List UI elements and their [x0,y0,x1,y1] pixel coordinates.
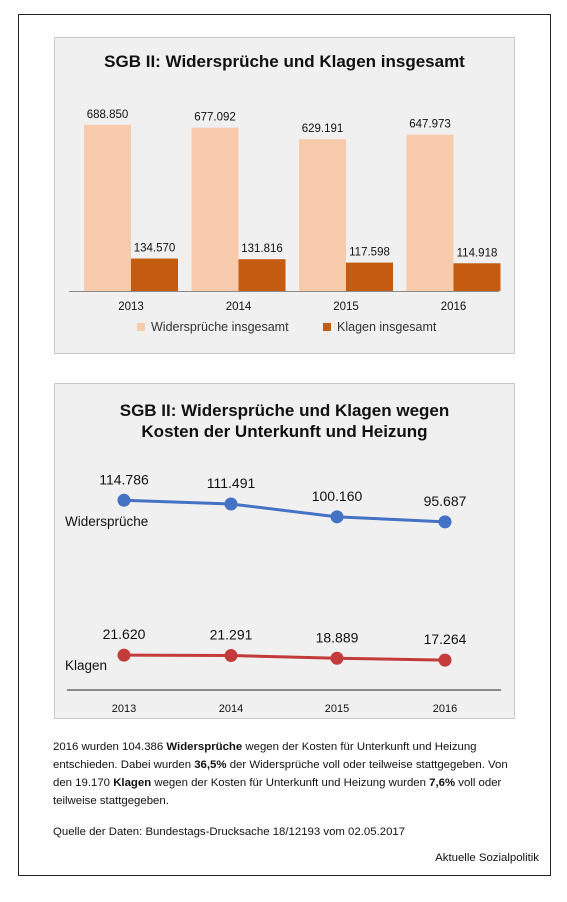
series-line-klagen [123,653,446,662]
source-note: Quelle der Daten: Bundestags-Drucksache … [53,826,406,838]
x-tick-label: 2013 [118,301,144,313]
bar-data-label: 688.850 [87,109,129,121]
x-tick-label: 2016 [433,703,457,715]
text-part: 2016 wurden 104.386 [53,741,167,753]
x-tick-label: 2013 [112,703,136,715]
data-point [330,651,344,665]
data-label: 21.620 [103,626,146,642]
line-chart-title-text: SGB II: Widersprüche und Klagen wegen Ko… [119,401,450,441]
x-tick-label: 2015 [333,301,359,313]
bar-data-label: 131.816 [241,243,283,255]
bar-klagen [238,259,286,291]
bar-data-label: 647.973 [409,119,451,131]
bar-chart-panel: SGB II: Widersprüche und Klagen insgesam… [54,37,515,354]
data-label: 18.889 [316,629,359,645]
bar-widersprueche [191,127,239,292]
bar-data-label: 134.570 [134,243,176,255]
bar-data-label: 114.918 [457,247,498,259]
text-part: wegen der Kosten für Unterkunft und Heiz… [53,741,477,771]
bar-chart-title: SGB II: Widersprüche und Klagen insgesam… [104,52,465,71]
data-label: 21.291 [210,627,253,643]
data-label: 95.687 [424,493,467,509]
data-point [438,653,452,667]
series-name-label: Klagen [65,658,107,673]
x-tick-label: 2015 [325,703,349,715]
data-point [438,515,452,529]
text-part: voll oder teilweise stattgegeben. [53,777,502,807]
data-point [117,648,131,662]
text-part: der Widersprüche voll oder teilweise sta… [53,759,508,789]
text-bold: 7,6% [429,777,456,789]
line-chart-panel: SGB II: Widersprüche und Klagen wegen Ko… [54,383,515,719]
bar-klagen [453,263,501,291]
bar-data-label: 677.092 [194,112,236,124]
page-frame [18,14,551,876]
data-point [117,493,131,507]
data-point [224,497,238,511]
x-tick-label: 2014 [219,703,243,715]
text-bold: 36,5% [194,759,227,771]
data-label: 114.786 [99,471,149,487]
bar-chart: 688.850 134.570 2013 677.092 131.816 2014 629.… [69,109,501,334]
bar-data-label: 629.191 [302,123,344,135]
legend-swatch-widersprueche [137,323,145,331]
description-paragraph: 2016 wurden 104.386 Widersprüche wegen d… [53,738,523,810]
bar-klagen [131,258,178,291]
data-point [224,649,238,663]
legend-label: Widersprüche insgesamt [151,320,289,334]
line-chart: 2013 2014 2015 2016 114.786 111.491 100.160 95.… [65,471,501,715]
data-label: 111.491 [207,475,256,491]
data-point [330,510,344,524]
text-part: wegen der Kosten für Unterkunft und Heiz… [151,777,430,789]
publisher-credit: Aktuelle Sozialpolitik [435,852,539,864]
legend-label: Klagen insgesamt [337,320,437,334]
bar-widersprueche [406,134,454,291]
series-line-widersprueche [123,498,446,524]
x-tick-label: 2016 [441,301,467,313]
bar-widersprueche [84,124,131,291]
data-label: 17.264 [424,631,467,647]
text-bold: Widersprüche [166,741,243,753]
bar-klagen [346,262,393,291]
legend-swatch-klagen [323,323,331,331]
data-label: 100.160 [312,488,363,504]
line-chart-title: SGB II: Widersprüche und Klagen wegen Ko… [55,400,514,442]
series-name-label: Widersprüche [65,514,148,529]
text-bold: Klagen [113,777,152,789]
bar-widersprueche [299,139,346,291]
bar-data-label: 117.598 [349,247,390,259]
x-tick-label: 2014 [226,301,252,313]
